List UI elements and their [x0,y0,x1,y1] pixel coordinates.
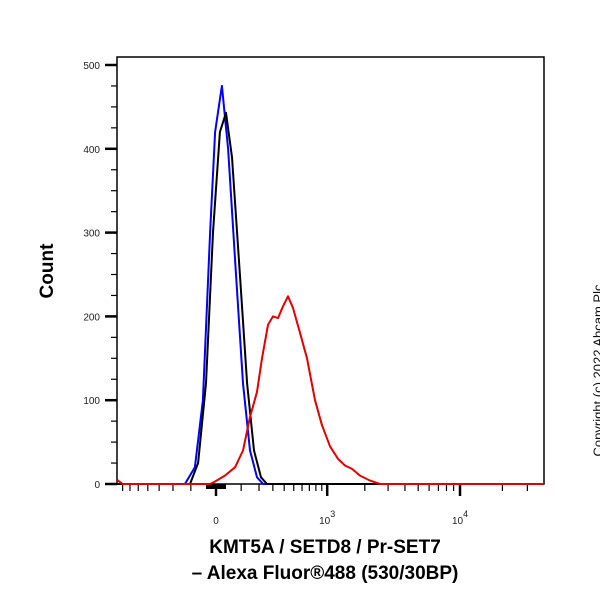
y-tick-label: 100 [83,396,100,407]
x-axis-label-line2: – Alexa Fluor®488 (530/30BP) [191,563,459,584]
copyright-text: Copyright (c) 2022 Abcam Plc [590,284,600,457]
y-tick-label: 200 [83,312,100,323]
x-tick-label: 0 [213,516,219,527]
y-tick-label: 0 [94,480,100,491]
x-tick-label: 103 [319,509,335,527]
y-axis-label: Count [37,243,58,299]
y-tick-label: 400 [83,145,100,156]
x-axis-label-line1: KMT5A / SETD8 / Pr-SET7 [209,537,441,558]
histogram-series-1 [117,111,544,485]
x-tick-label: 104 [452,509,468,527]
plot-frame [116,56,545,485]
histogram-series-2 [116,295,544,485]
y-tick-label: 500 [83,61,100,72]
y-tick-label: 300 [83,229,100,240]
histogram-series-0 [117,84,544,485]
